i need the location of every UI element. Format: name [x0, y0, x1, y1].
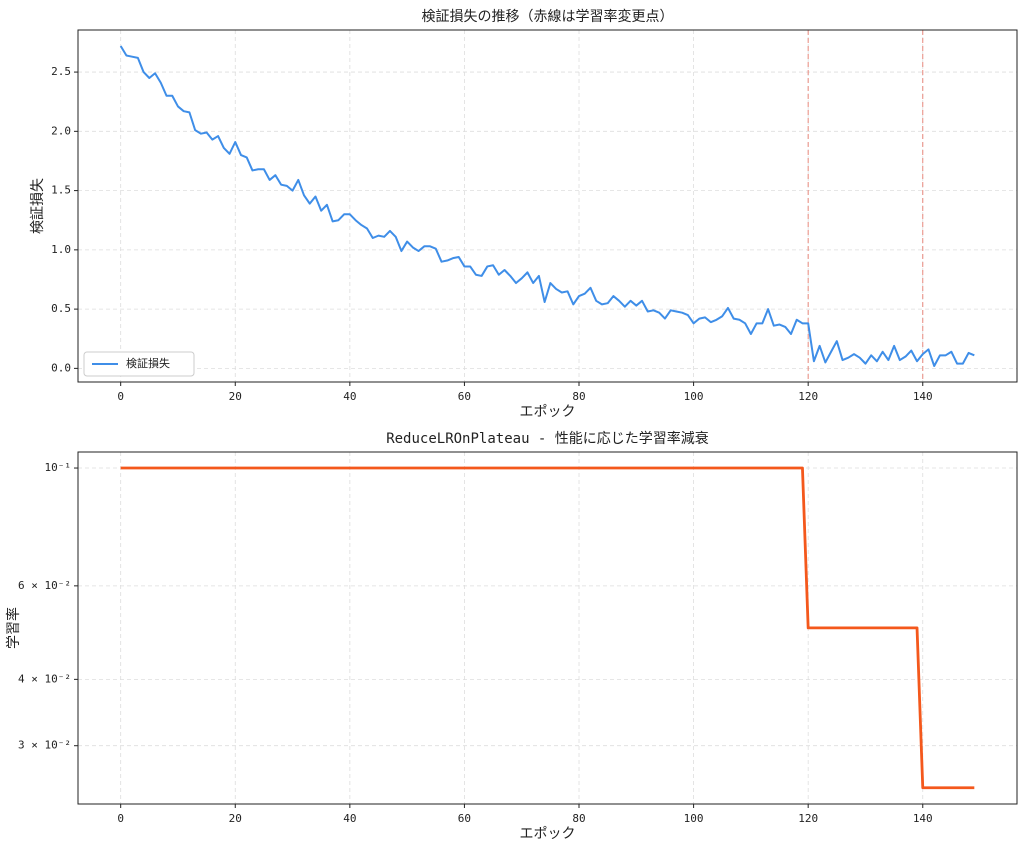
- x-tick-label: 60: [458, 812, 471, 825]
- x-tick-label: 0: [117, 812, 124, 825]
- x-tick-label: 40: [343, 390, 356, 403]
- x-tick-label: 80: [572, 390, 585, 403]
- x-tick-label: 120: [798, 390, 818, 403]
- data-line: [119, 45, 975, 367]
- x-tick-label: 20: [229, 812, 242, 825]
- y-tick-label: 3 × 10⁻²: [18, 739, 71, 752]
- x-tick-label: 100: [684, 390, 704, 403]
- y-tick-label: 1.5: [51, 184, 71, 197]
- legend-label: 検証損失: [126, 356, 170, 370]
- y-tick-label: 10⁻¹: [45, 461, 72, 474]
- axes-frame: [77, 451, 1018, 805]
- x-tick-label: 40: [343, 812, 356, 825]
- chart-title: ReduceLROnPlateau - 性能に応じた学習率減衰: [386, 430, 709, 447]
- x-tick-label: 100: [684, 812, 704, 825]
- x-tick-label: 80: [572, 812, 585, 825]
- axes-frame: [77, 29, 1018, 383]
- y-axis-label: 学習率: [5, 607, 22, 649]
- data-line: [120, 466, 975, 790]
- y-tick-label: 2.5: [51, 65, 71, 78]
- x-tick-label: 140: [913, 390, 933, 403]
- axes: 0 20 40 60 80 100 120 140 0.0 0.5 1.0 1.5 2.0 2.5 検証損失…: [30, 8, 1018, 420]
- x-axis-label: エポック: [520, 826, 576, 842]
- y-tick-label: 6 × 10⁻²: [18, 579, 71, 592]
- y-tick-label: 0.0: [51, 361, 71, 374]
- y-tick-label: 1.0: [51, 243, 71, 256]
- axes: 0 20 40 60 80 100 120 140 10⁻¹ 6 × 10⁻² 4 × 10⁻² 3 …: [5, 430, 1018, 842]
- x-axis-label: エポック: [520, 404, 576, 420]
- x-tick-label: 0: [117, 390, 124, 403]
- chart-title: 検証損失の推移（赤線は学習率変更点）: [422, 8, 674, 25]
- x-tick-label: 60: [458, 390, 471, 403]
- y-axis-label: 検証損失: [30, 178, 46, 234]
- y-tick-label: 0.5: [51, 302, 71, 315]
- x-tick-label: 20: [229, 390, 242, 403]
- x-tick-label: 140: [913, 812, 933, 825]
- legend-box: [83, 351, 195, 377]
- y-tick-label: 2.0: [51, 124, 71, 137]
- y-tick-label: 4 × 10⁻²: [18, 672, 71, 685]
- x-tick-label: 120: [798, 812, 818, 825]
